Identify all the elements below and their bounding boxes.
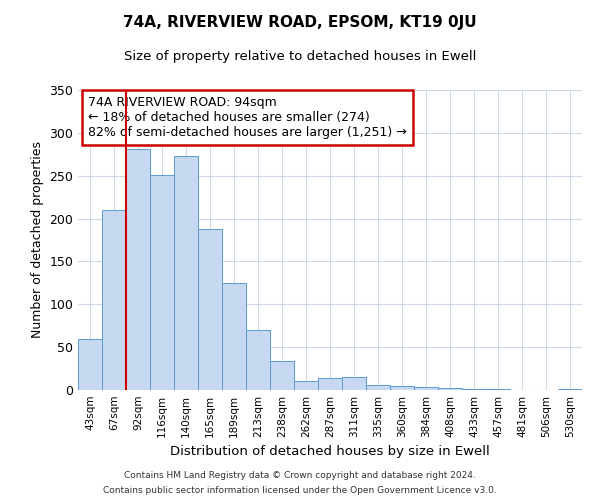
Bar xyxy=(462,389,486,390)
Bar xyxy=(342,377,366,390)
Bar xyxy=(438,388,462,390)
Bar xyxy=(126,149,150,390)
Bar xyxy=(294,382,318,390)
Bar xyxy=(102,210,126,390)
Text: Size of property relative to detached houses in Ewell: Size of property relative to detached ho… xyxy=(124,50,476,63)
Bar xyxy=(390,386,414,390)
Text: Contains public sector information licensed under the Open Government Licence v3: Contains public sector information licen… xyxy=(103,486,497,495)
Bar xyxy=(150,175,174,390)
X-axis label: Distribution of detached houses by size in Ewell: Distribution of detached houses by size … xyxy=(170,446,490,458)
Bar xyxy=(558,389,582,390)
Bar xyxy=(270,361,294,390)
Bar xyxy=(222,283,246,390)
Y-axis label: Number of detached properties: Number of detached properties xyxy=(31,142,44,338)
Text: 74A, RIVERVIEW ROAD, EPSOM, KT19 0JU: 74A, RIVERVIEW ROAD, EPSOM, KT19 0JU xyxy=(123,15,477,30)
Bar xyxy=(366,385,390,390)
Bar xyxy=(246,330,270,390)
Bar xyxy=(174,156,198,390)
Bar xyxy=(78,338,102,390)
Text: Contains HM Land Registry data © Crown copyright and database right 2024.: Contains HM Land Registry data © Crown c… xyxy=(124,471,476,480)
Text: 74A RIVERVIEW ROAD: 94sqm
← 18% of detached houses are smaller (274)
82% of semi: 74A RIVERVIEW ROAD: 94sqm ← 18% of detac… xyxy=(88,96,407,139)
Bar xyxy=(414,388,438,390)
Bar xyxy=(318,378,342,390)
Bar xyxy=(198,229,222,390)
Bar xyxy=(486,389,510,390)
